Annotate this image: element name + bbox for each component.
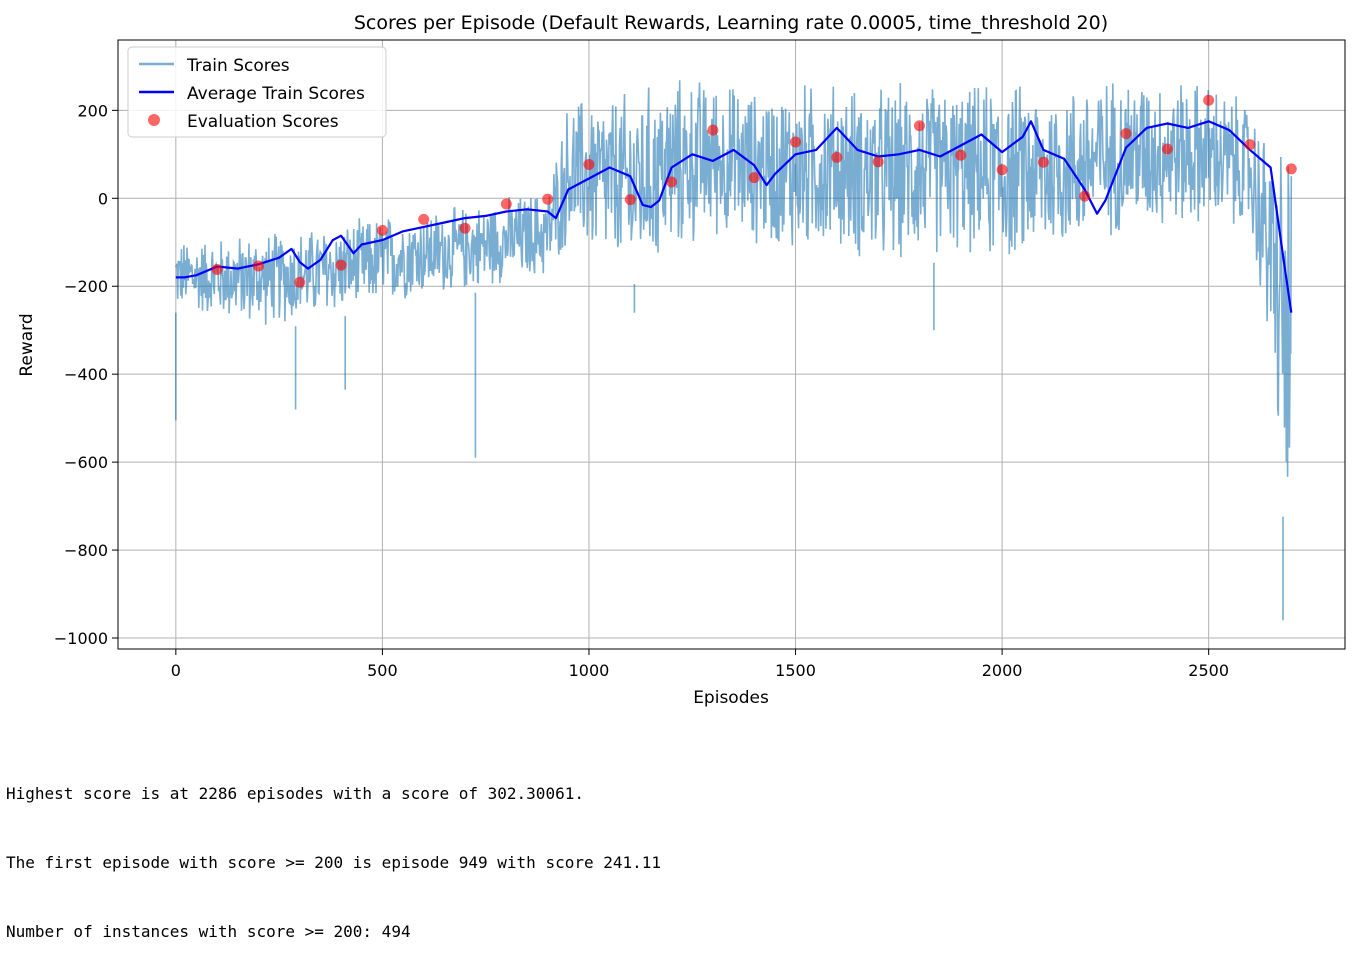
evaluation-score-point bbox=[418, 213, 430, 225]
evaluation-score-point bbox=[666, 176, 678, 188]
y-tick-label: −600 bbox=[64, 453, 108, 472]
legend-box bbox=[127, 46, 387, 138]
evaluation-score-point bbox=[872, 156, 884, 168]
evaluation-score-point bbox=[790, 136, 802, 148]
evaluation-score-point bbox=[913, 120, 925, 132]
series-train-scores bbox=[175, 80, 1293, 621]
evaluation-score-point bbox=[252, 260, 264, 272]
evaluation-score-point bbox=[542, 193, 554, 205]
evaluation-score-point bbox=[294, 276, 306, 288]
legend-label-train: Train Scores bbox=[186, 56, 290, 76]
evaluation-score-point bbox=[624, 194, 636, 206]
evaluation-score-point bbox=[500, 198, 512, 210]
output-line-first-episode: The first episode with score >= 200 is e… bbox=[6, 853, 662, 872]
plot-frame bbox=[117, 39, 1346, 650]
x-tick-label: 2500 bbox=[1188, 661, 1229, 680]
average-train-scores-line bbox=[175, 120, 1293, 313]
y-tick-label: 200 bbox=[77, 101, 108, 120]
legend: Train Scores Average Train Scores Evalua… bbox=[127, 46, 387, 138]
evaluation-score-point bbox=[376, 224, 388, 236]
y-tick-label: −200 bbox=[64, 277, 108, 296]
chart-title: Scores per Episode (Default Rewards, Lea… bbox=[354, 12, 1108, 34]
evaluation-score-point bbox=[996, 164, 1008, 176]
x-tick-label: 1000 bbox=[569, 661, 610, 680]
x-tick-label: 0 bbox=[171, 661, 181, 680]
evaluation-score-point bbox=[335, 259, 347, 271]
series-average-train-scores bbox=[175, 120, 1293, 313]
evaluation-score-point bbox=[583, 158, 595, 170]
chart: Scores per Episode (Default Rewards, Lea… bbox=[17, 12, 1346, 708]
output-line-highest-score: Highest score is at 2286 episodes with a… bbox=[6, 784, 584, 803]
legend-label-average: Average Train Scores bbox=[187, 84, 365, 104]
x-axis-ticks: 0 500 1000 1500 2000 2500 bbox=[171, 649, 1229, 680]
legend-marker-evaluation bbox=[148, 114, 160, 126]
y-tick-label: −800 bbox=[64, 541, 108, 560]
evaluation-score-point bbox=[1120, 128, 1132, 140]
evaluation-score-point bbox=[1161, 143, 1173, 155]
y-axis-label: Reward bbox=[17, 313, 37, 376]
evaluation-score-point bbox=[1285, 163, 1297, 175]
y-tick-label: −1000 bbox=[54, 629, 108, 648]
cell-output: Highest score is at 2286 episodes with a… bbox=[6, 736, 661, 966]
evaluation-score-point bbox=[707, 124, 719, 136]
evaluation-score-point bbox=[1244, 139, 1256, 151]
y-axis-ticks: −1000 −800 −600 −400 −200 0 200 bbox=[54, 101, 118, 648]
legend-label-evaluation: Evaluation Scores bbox=[187, 112, 339, 132]
evaluation-score-point bbox=[831, 151, 843, 163]
evaluation-score-point bbox=[1203, 94, 1215, 106]
evaluation-score-point bbox=[459, 222, 471, 234]
train-scores-line bbox=[175, 80, 1293, 621]
evaluation-score-point bbox=[211, 264, 223, 276]
evaluation-score-point bbox=[748, 172, 760, 184]
y-tick-label: −400 bbox=[64, 365, 108, 384]
x-tick-label: 2000 bbox=[982, 661, 1023, 680]
y-tick-label: 0 bbox=[98, 189, 108, 208]
evaluation-score-point bbox=[1037, 156, 1049, 168]
series-evaluation-scores bbox=[211, 94, 1297, 288]
evaluation-score-point bbox=[955, 149, 967, 161]
output-line-instance-count: Number of instances with score >= 200: 4… bbox=[6, 922, 411, 941]
evaluation-score-point bbox=[1079, 190, 1091, 202]
x-tick-label: 1500 bbox=[775, 661, 816, 680]
x-axis-label: Episodes bbox=[693, 688, 769, 708]
x-tick-label: 500 bbox=[367, 661, 398, 680]
